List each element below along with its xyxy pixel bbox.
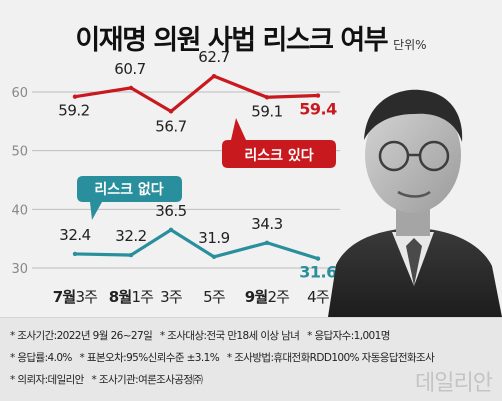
note-respondents: * 응답자수:1,001명 <box>307 330 390 342</box>
data-label-1-3: 56.7 <box>155 117 186 135</box>
data-point-1-1 <box>72 94 78 99</box>
series-line-2 <box>74 228 319 261</box>
data-label-2-1: 32.4 <box>59 226 90 244</box>
data-point-2-3 <box>168 227 174 233</box>
data-point-1-2 <box>128 85 134 91</box>
y-tick-label-40: 40 <box>11 203 28 218</box>
series-line-1 <box>74 74 319 113</box>
x-tick-label-5: 9월2주 <box>245 288 289 306</box>
note-target: * 조사대상:전국 만18세 이상 남녀 <box>159 330 300 342</box>
legend-label-risk-yes: 리스크 있다 <box>244 148 313 164</box>
unit-label: 단위% <box>393 38 427 52</box>
notes-line-3: * 의뢰자:데일리안 * 조사기관:여론조사공정㈜ <box>10 372 207 387</box>
x-tick-label-6: 4주 <box>307 288 329 306</box>
watermark-logo: 데일리안 <box>415 371 493 396</box>
x-tick-label-3: 3주 <box>160 288 182 306</box>
note-margin-of-error: * 표본오차:95%신뢰수준 ±3.1% <box>79 352 220 364</box>
data-label-1-6: 59.4 <box>299 100 337 119</box>
data-label-2-5: 34.3 <box>251 215 282 233</box>
data-label-2-2: 32.2 <box>115 227 146 245</box>
note-agency: * 조사기관:여론조사공정㈜ <box>91 374 203 386</box>
data-label-2-4: 31.9 <box>198 229 229 247</box>
data-point-1-6 <box>315 93 321 98</box>
data-point-2-1 <box>72 251 78 257</box>
note-client: * 의뢰자:데일리안 <box>10 374 84 386</box>
note-response-rate: * 응답률:4.0% <box>10 352 72 364</box>
data-point-2-2 <box>128 252 134 258</box>
survey-notes: * 조사기간:2022년 9월 26~27일 * 조사대상:전국 만18세 이상… <box>0 317 502 401</box>
note-period: * 조사기간:2022년 9월 26~27일 <box>10 330 153 342</box>
note-method: * 조사방법:휴대전화RDD100% 자동응답전화조사 <box>226 352 435 364</box>
data-point-1-3 <box>168 109 174 114</box>
data-label-2-3: 36.5 <box>155 202 186 220</box>
politician-photo <box>328 89 502 317</box>
data-label-1-5: 59.1 <box>251 102 282 120</box>
data-point-2-4 <box>211 254 217 260</box>
title-text: 이재명 의원 사법 리스크 여부 <box>75 25 388 56</box>
notes-line-2: * 응답률:4.0% * 표본오차:95%신뢰수준 ±3.1% * 조사방법:휴… <box>10 350 439 365</box>
y-tick-label-60: 60 <box>11 86 28 101</box>
data-point-2-5 <box>264 240 270 245</box>
data-label-1-2: 60.7 <box>114 60 145 78</box>
data-label-1-4: 62.7 <box>198 48 229 66</box>
y-tick-label-50: 50 <box>11 145 28 160</box>
legend-label-risk-no: 리스크 없다 <box>94 182 163 198</box>
data-point-1-5 <box>264 95 270 100</box>
data-label-1-1: 59.2 <box>58 102 89 120</box>
x-tick-label-2: 8월1주 <box>109 288 153 306</box>
data-point-2-6 <box>315 256 321 261</box>
x-tick-label-4: 5주 <box>203 288 225 306</box>
x-tick-label-1: 7월3주 <box>53 288 97 306</box>
legend-bubble-risk-yes <box>222 118 336 168</box>
notes-line-1: * 조사기간:2022년 9월 26~27일 * 조사대상:전국 만18세 이상… <box>10 328 395 343</box>
data-label-2-6: 31.6 <box>299 263 337 282</box>
chart-title: 이재명 의원 사법 리스크 여부 단위% <box>0 18 502 57</box>
legend-bubble-risk-no <box>77 176 182 220</box>
line-chart: 30 40 50 60 59.2 60.7 56.7 62.7 59.1 59.4 32.4 32.2… <box>11 48 340 306</box>
data-point-1-4 <box>211 73 217 79</box>
y-tick-label-30: 30 <box>11 262 28 277</box>
